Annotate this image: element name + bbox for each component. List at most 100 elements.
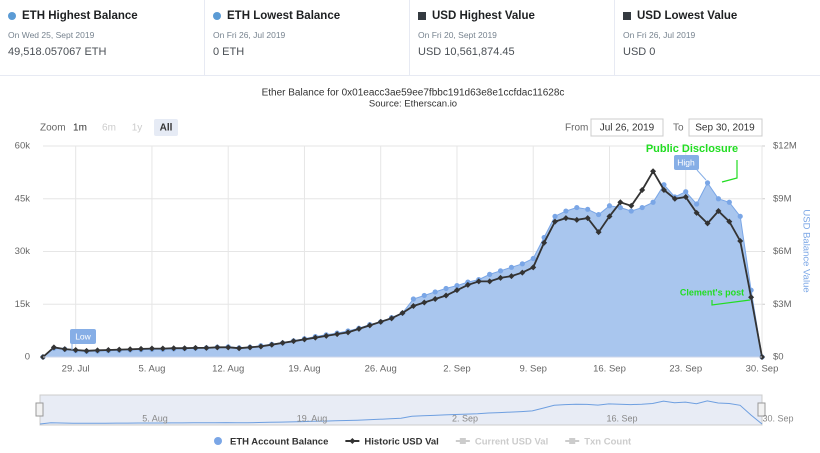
annotation-flag (674, 155, 699, 170)
point (737, 213, 743, 219)
chart-title: Ether Balance for 0x01eacc3ae59ee7fbbc19… (262, 88, 565, 99)
point (487, 271, 493, 277)
zoom-button-label[interactable]: All (160, 123, 173, 134)
to-date[interactable]: Sep 30, 2019 (695, 123, 755, 134)
point (464, 281, 471, 288)
point (345, 329, 352, 336)
y2-tick-label: $0 (773, 352, 784, 363)
card-date: On Fri 26, Jul 2019 (213, 30, 286, 40)
from-date[interactable]: Jul 26, 2019 (600, 123, 655, 134)
point (290, 338, 297, 345)
legend-label[interactable]: Txn Count (584, 437, 632, 448)
point (628, 208, 634, 214)
x-tick-label: 5. Aug (138, 364, 165, 375)
y2-axis-title: USD Balance Value (800, 209, 811, 292)
zoom-button-label[interactable]: 1y (132, 123, 143, 134)
stat-card: ETH Highest Balance On Wed 25, Sept 2019 4… (0, 0, 205, 75)
point (650, 168, 657, 175)
navigator[interactable] (39, 394, 763, 426)
point (617, 199, 624, 206)
point (595, 211, 602, 218)
x-tick-label: 19. Aug (288, 364, 320, 375)
y2-tick-label: $3M (773, 299, 792, 310)
navigator-label: 30. Sep (762, 413, 793, 423)
point (236, 345, 243, 352)
point (279, 339, 286, 346)
y-tick-label: 15k (15, 299, 31, 310)
point (159, 345, 166, 352)
card-title: ETH Lowest Balance (227, 10, 341, 22)
point (639, 204, 645, 211)
annotation-arrow (711, 299, 751, 306)
point (475, 278, 482, 285)
from-input[interactable] (590, 118, 664, 137)
point (453, 287, 460, 294)
point (704, 180, 711, 186)
point (671, 195, 678, 202)
point (72, 346, 79, 353)
card-date: On Wed 25, Sept 2019 (8, 30, 95, 40)
x-tick-label: 16. Sep (593, 364, 626, 375)
to-label: To (673, 123, 684, 134)
annotation: Clement's post (680, 287, 744, 297)
navigator-label: 5. Aug (142, 413, 168, 423)
card-value: 0 ETH (213, 46, 245, 58)
navigator-label: 2. Sep (452, 413, 478, 423)
navigator-label: 16. Sep (606, 413, 637, 423)
point (410, 296, 416, 302)
legend-label[interactable]: Historic USD Val (364, 437, 438, 448)
legend-label[interactable]: Current USD Val (475, 437, 548, 448)
point (443, 292, 450, 299)
point (683, 189, 689, 195)
point (116, 346, 123, 353)
point (170, 345, 177, 352)
point (519, 269, 526, 276)
point (246, 344, 253, 351)
point (301, 336, 308, 343)
annotation-flag (70, 329, 96, 344)
point (181, 345, 188, 352)
point (61, 346, 68, 353)
navigator-label: 19. Aug (297, 413, 328, 423)
legend-symbol (349, 438, 356, 444)
legend-symbol (459, 438, 466, 444)
point (497, 274, 504, 281)
point (443, 285, 449, 292)
point (83, 347, 90, 354)
zoom-button-label[interactable]: 6m (102, 123, 116, 134)
x-tick-label: 12. Aug (212, 364, 244, 375)
point (268, 341, 275, 348)
y2-tick-label: $12M (773, 141, 797, 152)
point (639, 186, 646, 193)
point (562, 215, 569, 222)
point (682, 193, 689, 200)
stat-card: USD Highest Value On Fri 20, Sept 2019 USD… (410, 0, 615, 75)
card-date: On Fri 26, Jul 2019 (623, 30, 696, 40)
point (715, 196, 722, 202)
y2-tick-label: $9M (773, 193, 792, 204)
legend-label[interactable]: ETH Account Balance (230, 437, 328, 448)
zoom-label: Zoom (40, 123, 66, 134)
point (366, 322, 373, 329)
chart-subtitle: Source: Etherscan.io (369, 99, 457, 110)
point (334, 331, 341, 338)
point (694, 201, 700, 207)
x-tick-label: 30. Sep (746, 364, 779, 375)
zoom-button[interactable] (154, 119, 178, 136)
zoom-button-label[interactable]: 1m (73, 123, 87, 134)
point (105, 346, 112, 353)
point (377, 318, 384, 325)
point (530, 255, 536, 262)
nav-handle[interactable] (757, 402, 766, 417)
nav-handle[interactable] (35, 402, 44, 417)
to-input[interactable] (688, 118, 763, 137)
annotation: Public Disclosure (646, 143, 738, 155)
point (650, 199, 656, 205)
point (486, 278, 493, 285)
point (585, 206, 591, 212)
point (214, 344, 221, 351)
legend-symbol (569, 438, 576, 444)
point (421, 299, 428, 306)
point (595, 229, 602, 236)
